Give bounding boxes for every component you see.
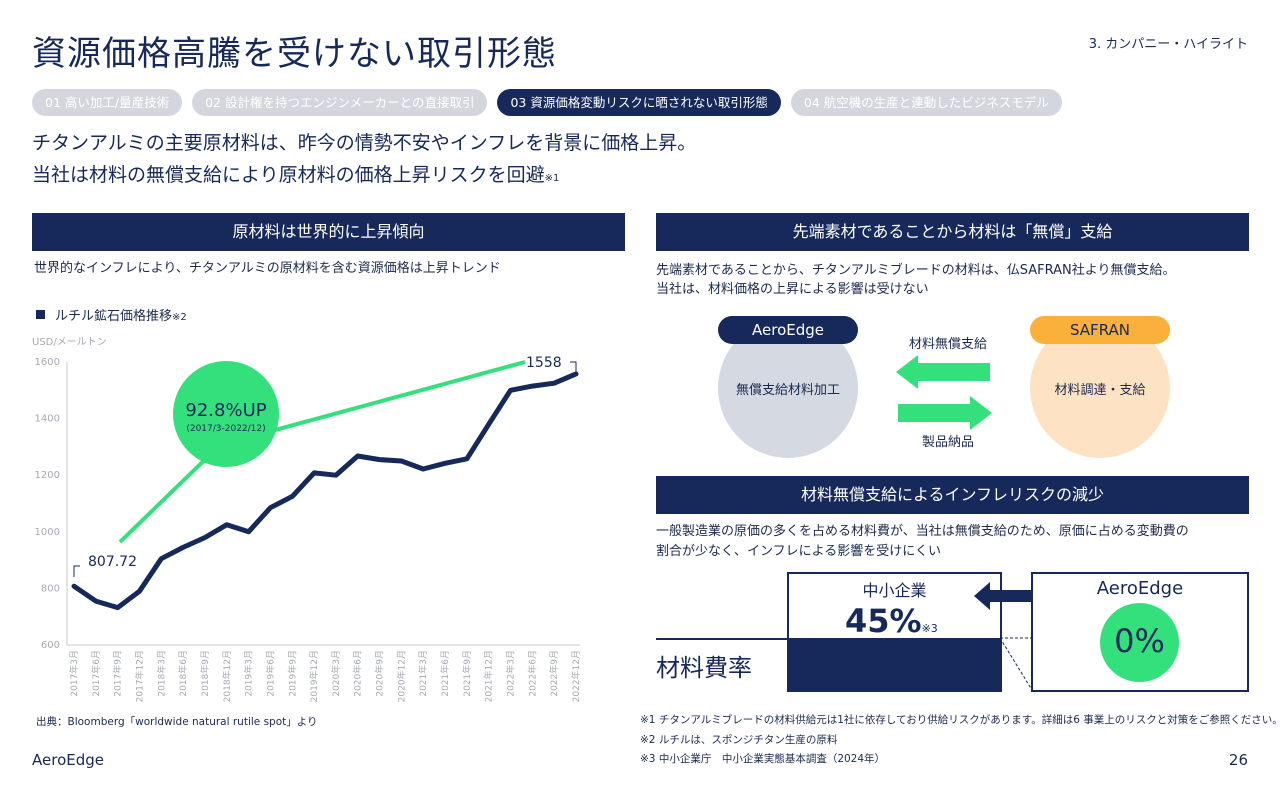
x-tick-label: 2020年9月 bbox=[374, 650, 386, 697]
safran-circle-label: 材料調達・支給 bbox=[1054, 383, 1146, 398]
sme-value-text: 45% bbox=[845, 602, 922, 640]
section-label: 3. カンパニー・ハイライト bbox=[1088, 37, 1248, 52]
right-description-2-line-2: 割合が少なく、インフレによる影響を受けにくい bbox=[656, 544, 941, 559]
x-tick-label: 2018年3月 bbox=[155, 650, 167, 697]
x-axis-ticks: 2017年3月 2017年6月 2017年9月 2017年12月 2018年3月 2018… bbox=[68, 650, 582, 702]
x-tick-label: 2019年12月 bbox=[308, 650, 320, 702]
arrow-label-supply: 材料無償支給 bbox=[908, 337, 987, 352]
callout-value: 92.8%UP bbox=[185, 400, 266, 421]
page-number: 26 bbox=[1228, 751, 1248, 769]
rutile-price-chart: USD/メールトン 600 800 1000 1200 1400 1600 2017年3月… bbox=[32, 337, 582, 702]
sme-value: 45%※3 bbox=[845, 602, 938, 640]
right-description-1-line-1: 先端素材であることから、チタンアルミブレードの材料は、仏SAFRAN社より無償支… bbox=[656, 263, 1176, 278]
x-tick-label: 2018年6月 bbox=[177, 650, 189, 697]
safran-pill: SAFRAN bbox=[1030, 316, 1170, 344]
right-description-2-line-1: 一般製造業の原価の多くを占める材料費が、当社は無償支給のため、原価に占める変動費… bbox=[656, 524, 1189, 539]
right-band-title-2: 材料無償支給によるインフレリスクの減少 bbox=[656, 476, 1249, 514]
x-tick-label: 2017年6月 bbox=[90, 650, 102, 697]
y-tick-label: 1200 bbox=[35, 470, 60, 481]
tab-bar: 01 高い加工/量産技術 02 設計権を持つエンジンメーカーとの直接取引 03 … bbox=[32, 89, 1062, 116]
x-tick-label: 2022年12月 bbox=[570, 650, 582, 702]
note-2: ※2 ルチルは、スポンジチタン生産の原料 bbox=[640, 734, 838, 746]
x-tick-label: 2017年9月 bbox=[112, 650, 124, 697]
end-value-label: 1558 bbox=[526, 355, 562, 371]
tab-01[interactable]: 01 高い加工/量産技術 bbox=[32, 89, 183, 116]
x-tick-label: 2022年3月 bbox=[505, 650, 517, 697]
left-description: 世界的なインフレにより、チタンアルミの原材料を含む資源価格は上昇トレンド bbox=[34, 261, 501, 276]
right-band-title-1: 先端素材であることから材料は「無償」支給 bbox=[656, 213, 1249, 251]
end-label-bracket bbox=[570, 361, 577, 372]
tab-04[interactable]: 04 航空機の生産と連動したビジネスモデル bbox=[790, 89, 1062, 116]
left-band-title: 原材料は世界的に上昇傾向 bbox=[32, 213, 625, 251]
x-tick-label: 2021年12月 bbox=[483, 650, 495, 702]
lead-line-1: チタンアルミの主要原材料は、昨今の情勢不安やインフレを背景に価格上昇。 bbox=[32, 132, 697, 154]
material-cost-rule bbox=[656, 638, 789, 640]
callout-period: (2017/3-2022/12) bbox=[186, 424, 265, 434]
sme-value-note: ※3 bbox=[921, 622, 938, 635]
arrow-left-icon bbox=[896, 355, 990, 389]
aeroedge-pill: AeroEdge bbox=[718, 316, 858, 344]
note-1: ※1 チタンアルミブレードの材料供給元は1社に依存しており供給リスクがあります。… bbox=[640, 714, 1280, 726]
x-tick-label: 2019年3月 bbox=[243, 650, 255, 697]
x-tick-label: 2021年3月 bbox=[417, 650, 429, 697]
aeroedge-zero-circle bbox=[1100, 603, 1179, 682]
x-tick-label: 2020年6月 bbox=[352, 650, 364, 697]
dashed-connector bbox=[999, 637, 1033, 691]
y-tick-label: 1600 bbox=[35, 357, 60, 368]
legend-label: ルチル鉱石価格推移 bbox=[55, 309, 173, 324]
y-tick-label: 800 bbox=[41, 583, 60, 594]
y-tick-label: 1000 bbox=[35, 527, 60, 538]
lead-note-1: ※1 bbox=[544, 173, 560, 184]
lead-line-2-text: 当社は材料の無償支給により原材料の価格上昇リスクを回避 bbox=[32, 164, 545, 186]
start-value-label: 807.72 bbox=[88, 554, 137, 570]
y-tick-label: 600 bbox=[41, 640, 60, 651]
x-tick-label: 2019年9月 bbox=[286, 650, 298, 697]
lead-line-2: 当社は材料の無償支給により原材料の価格上昇リスクを回避※1 bbox=[32, 160, 559, 187]
x-tick-label: 2018年12月 bbox=[221, 650, 233, 702]
x-tick-label: 2021年9月 bbox=[461, 650, 473, 697]
aeroedge-zero-value: 0% bbox=[1114, 622, 1165, 660]
x-tick-label: 2020年12月 bbox=[395, 650, 407, 702]
aeroedge-box-label: AeroEdge bbox=[1096, 578, 1184, 599]
chart-legend: ルチル鉱石価格推移※2 bbox=[36, 305, 187, 324]
sme-label: 中小企業 bbox=[862, 581, 927, 600]
arrow-label-delivery: 製品納品 bbox=[921, 435, 974, 450]
x-tick-label: 2022年9月 bbox=[548, 650, 560, 697]
tab-02[interactable]: 02 設計権を持つエンジンメーカーとの直接取引 bbox=[192, 89, 488, 116]
start-label-bracket bbox=[73, 565, 80, 577]
x-tick-label: 2017年3月 bbox=[68, 650, 80, 697]
double-arrow-icon bbox=[974, 582, 1056, 610]
arrow-right-icon bbox=[898, 396, 992, 430]
x-tick-label: 2017年12月 bbox=[133, 650, 145, 702]
page-title: 資源価格高騰を受けない取引形態 bbox=[32, 34, 557, 74]
material-cost-label: 材料費率 bbox=[656, 654, 752, 682]
x-tick-label: 2019年6月 bbox=[264, 650, 276, 697]
y-tick-label: 1400 bbox=[35, 414, 60, 425]
x-tick-label: 2018年9月 bbox=[199, 650, 211, 697]
aeroedge-circle-label: 無償支給材料加工 bbox=[735, 383, 840, 398]
x-tick-label: 2021年6月 bbox=[439, 650, 451, 697]
y-axis-ticks: 600 800 1000 1200 1400 1600 bbox=[35, 357, 60, 651]
y-axis-unit: USD/メールトン bbox=[32, 337, 107, 348]
right-description-1-line-2: 当社は、材料価格の上昇による影響は受けない bbox=[656, 282, 929, 297]
legend-marker bbox=[36, 310, 45, 319]
tab-03-active[interactable]: 03 資源価格変動リスクに晒されない取引形態 bbox=[497, 89, 781, 116]
x-tick-label: 2020年3月 bbox=[330, 650, 342, 697]
callout-bubble bbox=[173, 361, 279, 467]
x-tick-label: 2022年6月 bbox=[526, 650, 538, 697]
footer-brand: AeroEdge bbox=[32, 751, 104, 769]
note-3: ※3 中小企業庁 中小企業実態基本調査（2024年） bbox=[640, 753, 886, 765]
chart-source: 出典：Bloomberg「worldwide natural rutile sp… bbox=[36, 716, 318, 728]
series-line bbox=[71, 371, 579, 611]
legend-note: ※2 bbox=[172, 312, 187, 323]
sme-material-bar bbox=[789, 638, 1000, 690]
